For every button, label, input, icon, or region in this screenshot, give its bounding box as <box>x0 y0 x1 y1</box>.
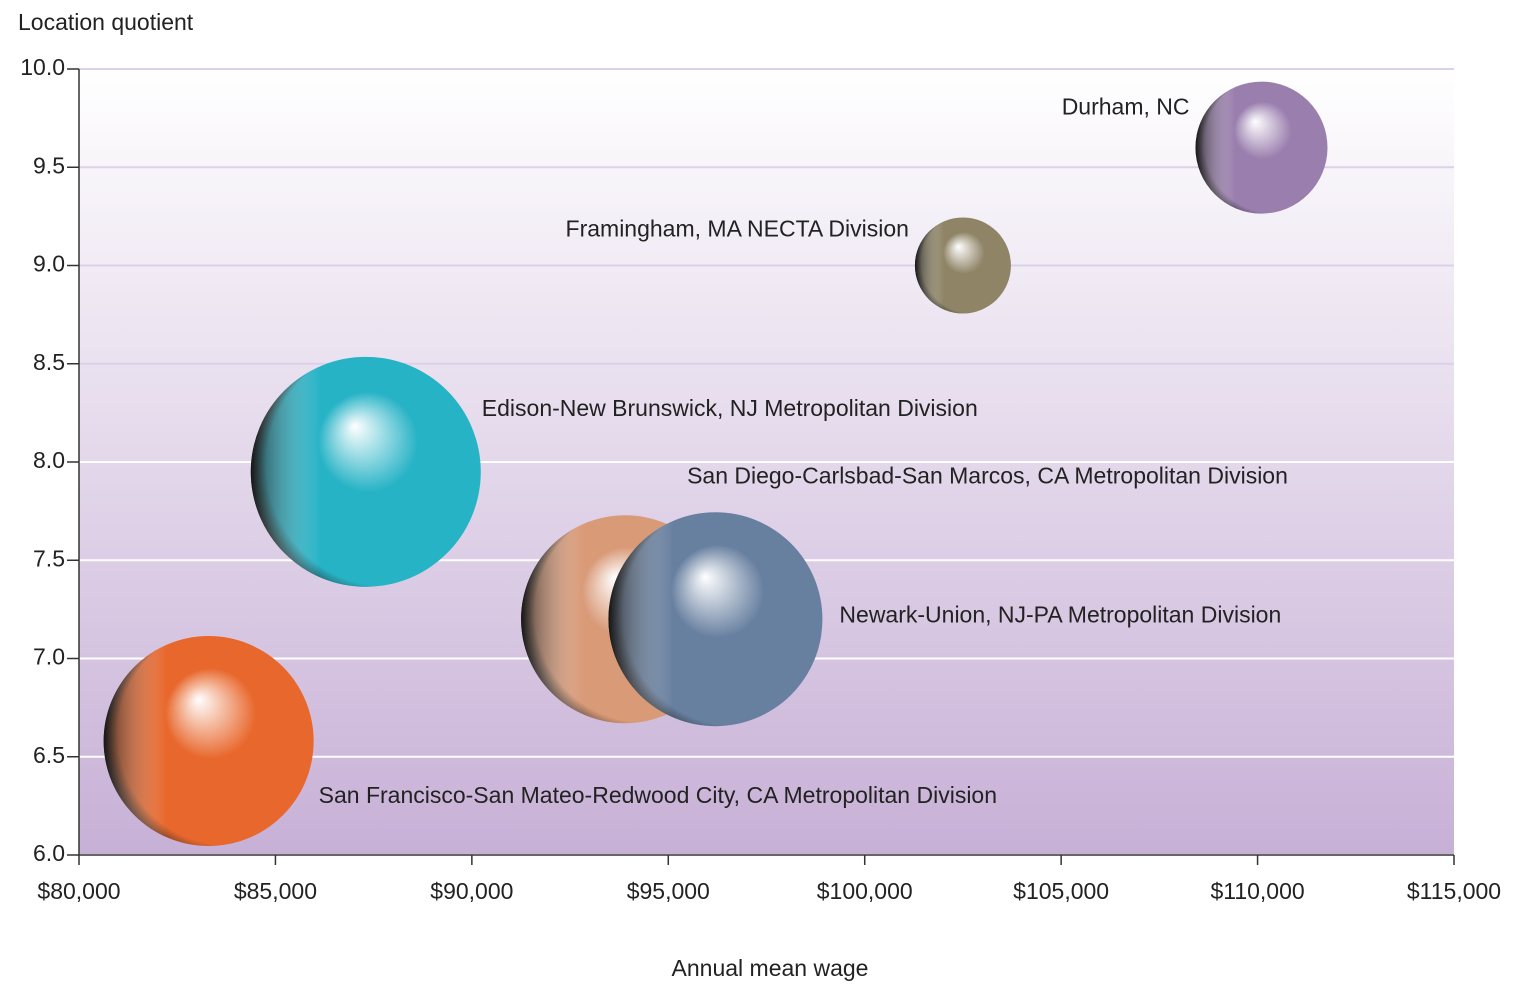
y-tick-label: 9.0 <box>33 251 65 277</box>
y-tick-label: 8.0 <box>33 447 65 473</box>
bubble-shade <box>250 356 481 587</box>
x-tick-label: $90,000 <box>430 878 513 904</box>
x-tick-label: $110,000 <box>1210 878 1304 904</box>
x-tick-label: $105,000 <box>1013 878 1109 904</box>
x-tick-label: $85,000 <box>234 878 317 904</box>
x-axis-label: Annual mean wage <box>672 955 869 981</box>
bubble-shade <box>608 512 823 727</box>
x-tick-label: $100,000 <box>817 878 913 904</box>
y-tick-label: 7.5 <box>33 545 65 571</box>
y-axis-label: Location quotient <box>18 9 194 35</box>
y-tick-label: 6.0 <box>33 840 65 866</box>
bubble-label: Framingham, MA NECTA Division <box>566 216 909 242</box>
x-tick-label: $115,000 <box>1407 878 1501 904</box>
bubble-label: Edison-New Brunswick, NJ Metropolitan Di… <box>482 395 978 421</box>
bubble-shade <box>1195 81 1328 214</box>
bubble-shade <box>103 636 314 847</box>
y-tick-label: 9.5 <box>33 152 65 178</box>
x-tick-label: $80,000 <box>37 878 120 904</box>
y-tick-label: 7.0 <box>33 644 65 670</box>
y-tick-label: 6.5 <box>33 742 65 768</box>
bubble-label: Newark-Union, NJ-PA Metropolitan Divisio… <box>839 601 1281 627</box>
bubble-label: San Francisco-San Mateo-Redwood City, CA… <box>319 782 997 808</box>
y-tick-label: 10.0 <box>20 54 65 80</box>
y-tick-label: 8.5 <box>33 349 65 375</box>
bubble-label: San Diego-Carlsbad-San Marcos, CA Metrop… <box>687 462 1288 488</box>
x-tick-label: $95,000 <box>627 878 710 904</box>
bubble-shade <box>914 217 1011 314</box>
bubble-label: Durham, NC <box>1062 94 1190 120</box>
